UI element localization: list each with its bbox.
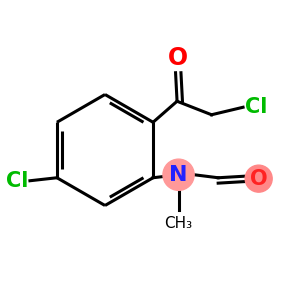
Text: CH₃: CH₃ [164,216,193,231]
Text: O: O [250,169,268,189]
Text: N: N [169,165,188,185]
Text: Cl: Cl [6,171,28,191]
Text: O: O [168,46,188,70]
Circle shape [163,159,194,190]
Text: Cl: Cl [244,97,267,117]
Circle shape [245,165,272,192]
